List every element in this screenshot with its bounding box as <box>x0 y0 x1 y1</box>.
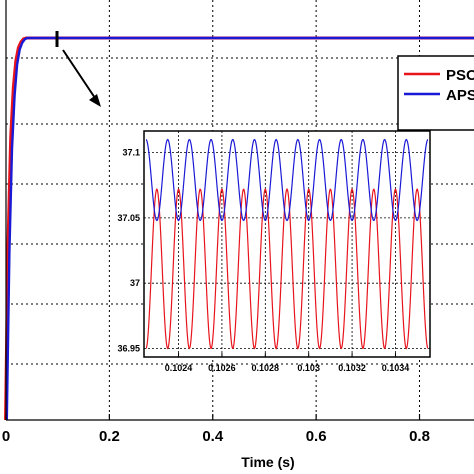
inset-y-tick-label: 37.1 <box>122 148 140 158</box>
inset-x-ticks: 0.1024 0.1026 0.1028 0.103 0.1032 0.1034 <box>165 353 409 373</box>
legend-label-apso: APSO <box>446 87 474 104</box>
inset-x-tick-label: 0.1026 <box>208 363 236 373</box>
inset-y-tick-label: 37 <box>130 278 140 288</box>
main-series <box>4 36 474 421</box>
inset-chart: 0.1024 0.1026 0.1028 0.103 0.1032 0.1034 36.9… <box>117 130 431 373</box>
zoom-arrow <box>62 49 98 102</box>
inset-y-tick-label: 36.95 <box>117 343 140 353</box>
inset-x-tick-label: 0.103 <box>297 363 320 373</box>
inset-grid <box>144 131 430 357</box>
series-line-apso <box>5 36 474 421</box>
inset-frame <box>143 130 431 358</box>
inset-series-line-pso <box>146 188 428 350</box>
inset-x-tick-label: 0.1034 <box>382 363 410 373</box>
zoom-arrowhead <box>89 94 101 107</box>
inset-x-tick-label: 0.1032 <box>338 363 366 373</box>
inset-y-ticks: 36.95 37 37.05 37.1 <box>117 148 140 354</box>
inset-y-tick-label: 37.05 <box>117 213 140 223</box>
inset-x-tick-label: 0.1024 <box>165 363 193 373</box>
inset-series <box>146 138 428 350</box>
inset-background <box>144 131 430 357</box>
inset-series-line-apso <box>146 138 428 222</box>
x-tick-label: 0 <box>2 428 10 445</box>
x-tick-label: 0.8 <box>409 428 430 445</box>
main-x-ticks: 0 0.2 0.4 0.6 0.8 <box>2 414 430 445</box>
inset-x-tick-label: 0.1028 <box>252 363 280 373</box>
x-tick-label: 0.2 <box>99 428 120 445</box>
x-tick-label: 0.4 <box>202 428 224 445</box>
legend-label-pso: PSO <box>446 67 474 84</box>
legend: PSO APSO <box>397 55 474 131</box>
x-tick-label: 0.6 <box>306 428 327 445</box>
x-axis-title: Time (s) <box>241 454 294 470</box>
